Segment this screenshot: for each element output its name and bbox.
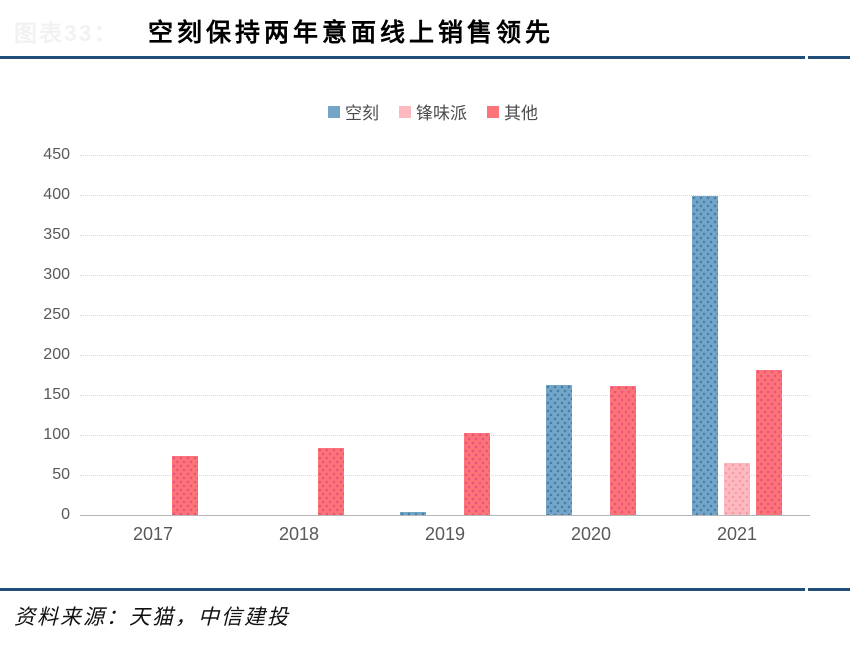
gridline	[80, 355, 810, 356]
bar-group-2017	[80, 155, 226, 515]
bar-空刻-2020	[546, 385, 572, 515]
bar-slot	[692, 196, 718, 515]
x-axis-labels: 2017 2018 2019 2020 2021	[80, 524, 810, 545]
gridline	[80, 315, 810, 316]
gridline	[80, 235, 810, 236]
legend-label: 锋味派	[416, 104, 467, 123]
bar-group-2021	[664, 155, 810, 515]
bar-slot	[464, 433, 490, 515]
plot-area: 450 400 350 300 250 200 150 100 50 0	[43, 146, 810, 523]
figure-number-label: 图表33：	[14, 20, 119, 46]
legend-swatch-icon	[487, 105, 499, 118]
bar-group-2018	[226, 155, 372, 515]
bar-其他-2020	[610, 386, 636, 515]
y-axis-tick-label: 250	[43, 306, 70, 323]
y-axis-tick-label: 350	[43, 226, 70, 243]
bar-group-2020	[518, 155, 664, 515]
legend-item-锋味派: 锋味派	[399, 99, 467, 124]
legend-label: 其他	[504, 104, 538, 123]
bar-其他-2019	[464, 433, 490, 515]
y-axis-tick-label: 200	[43, 346, 70, 363]
x-axis-tick-label-2017: 2017	[132, 524, 174, 544]
y-axis-tick-label: 50	[52, 466, 70, 483]
x-axis-tick-label-2019: 2019	[424, 524, 466, 544]
chart-legend: 空刻 锋味派 其他	[0, 99, 866, 124]
bar-空刻-2021	[692, 196, 718, 515]
x-axis-tick-label-2021: 2021	[716, 524, 758, 544]
gridline	[80, 195, 810, 196]
gridline	[80, 475, 810, 476]
title-divider-line-segment	[808, 56, 850, 59]
legend-swatch-icon	[328, 105, 340, 118]
bar-空刻-2019	[400, 512, 426, 515]
gridline	[80, 275, 810, 276]
x-axis-tick-label-2018: 2018	[278, 524, 320, 544]
bar-slot	[724, 463, 750, 515]
x-axis-line	[80, 515, 810, 516]
source-note: 资料来源：天猫，中信建投	[14, 605, 290, 629]
bar-slot	[610, 386, 636, 515]
bar-groups	[80, 155, 810, 515]
page-title: 空刻保持两年意面线上销售领先	[148, 19, 555, 47]
legend-label: 空刻	[345, 104, 379, 123]
y-axis-tick-label: 150	[43, 386, 70, 403]
legend-swatch-icon	[399, 105, 411, 118]
y-axis-tick-label: 300	[43, 266, 70, 283]
gridline	[80, 435, 810, 436]
bar-slot	[546, 385, 572, 515]
y-axis-tick-label: 0	[61, 506, 70, 523]
bar-锋味派-2021	[724, 463, 750, 515]
y-axis-tick-label: 400	[43, 186, 70, 203]
footer-divider-line	[0, 588, 805, 591]
bar-其他-2018	[318, 448, 344, 515]
gridline	[80, 395, 810, 396]
y-axis-tick-label: 100	[43, 426, 70, 443]
bar-slot	[318, 448, 344, 515]
gridline	[80, 155, 810, 156]
y-axis-tick-label: 450	[43, 146, 70, 163]
footer-divider-line-segment	[808, 588, 850, 591]
bar-slot	[400, 512, 426, 515]
bar-slot	[756, 370, 782, 515]
legend-item-空刻: 空刻	[328, 99, 379, 124]
title-divider-line	[0, 56, 805, 59]
bar-group-2019	[372, 155, 518, 515]
bar-slot	[172, 456, 198, 515]
x-axis-tick-label-2020: 2020	[570, 524, 612, 544]
legend-item-其他: 其他	[487, 99, 538, 124]
bar-其他-2017	[172, 456, 198, 515]
bar-其他-2021	[756, 370, 782, 515]
